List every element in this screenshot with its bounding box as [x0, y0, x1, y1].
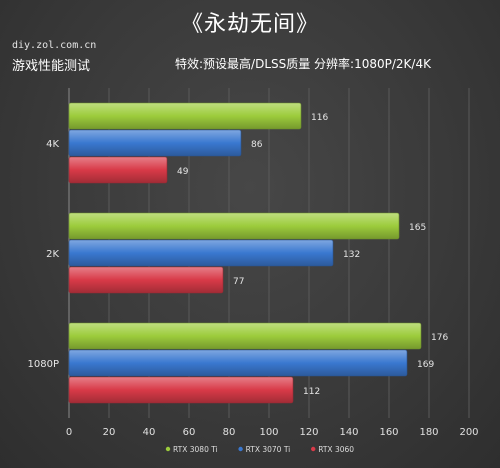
chart-title: 《永劫无间》: [180, 12, 319, 37]
x-tick-label: 40: [143, 427, 156, 438]
legend-label: RTX 3080 Ti: [173, 445, 218, 454]
legend-swatch: [165, 446, 171, 452]
bar: [68, 322, 422, 350]
data-label: 132: [343, 250, 360, 260]
data-label: 86: [251, 140, 263, 150]
data-label: 77: [233, 277, 244, 287]
x-tick-label: 200: [459, 427, 478, 438]
x-tick-label: 80: [223, 427, 236, 438]
data-label: 116: [311, 113, 328, 123]
legend-swatch: [311, 446, 316, 452]
category-label: 4K: [46, 139, 59, 150]
x-tick-label: 140: [339, 427, 358, 438]
bar: [68, 376, 294, 404]
x-tick-label: 0: [66, 427, 72, 438]
category-label: 1080P: [28, 359, 59, 370]
data-label: 165: [409, 223, 426, 233]
legend-label: RTX 3060: [318, 445, 354, 454]
site-watermark: diy.zol.com.cn: [12, 40, 97, 51]
bar: [68, 266, 224, 294]
x-tick-label: 100: [259, 427, 278, 438]
data-label: 49: [177, 167, 189, 177]
bar: [68, 129, 242, 157]
x-tick-label: 60: [183, 427, 196, 438]
data-label: 176: [431, 333, 448, 343]
chart-subtitle-right: 特效:预设最高/DLSS质量 分辨率:1080P/2K/4K: [175, 57, 431, 71]
legend-label: RTX 3070 Ti: [246, 445, 291, 454]
x-tick-label: 180: [419, 427, 438, 438]
x-tick-label: 160: [379, 427, 398, 438]
bar: [68, 239, 334, 267]
bar: [68, 156, 168, 184]
chart-subtitle-left: 游戏性能测试: [12, 59, 91, 74]
x-tick-label: 20: [103, 427, 116, 438]
x-tick-label: 120: [299, 427, 318, 438]
category-label: 2K: [46, 249, 59, 260]
bar: [68, 349, 408, 377]
data-label: 112: [303, 387, 320, 397]
data-label: 169: [417, 360, 434, 370]
bar: [68, 212, 400, 240]
legend-swatch: [238, 446, 243, 452]
bar: [68, 102, 302, 130]
